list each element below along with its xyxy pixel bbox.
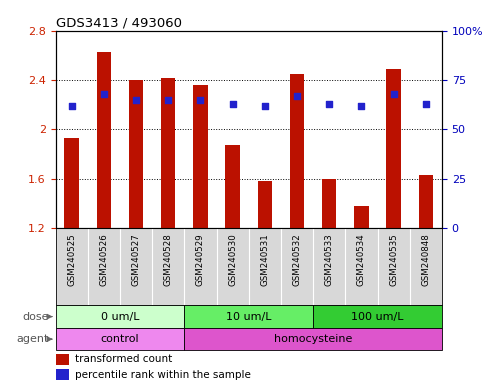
- Text: transformed count: transformed count: [75, 354, 172, 364]
- Text: GSM240532: GSM240532: [293, 233, 301, 286]
- Text: GSM240529: GSM240529: [196, 233, 205, 286]
- Text: GSM240525: GSM240525: [67, 233, 76, 286]
- Text: homocysteine: homocysteine: [274, 334, 352, 344]
- Text: GSM240531: GSM240531: [260, 233, 270, 286]
- Bar: [97, 52, 111, 228]
- Bar: [313, 305, 442, 328]
- Text: GSM240526: GSM240526: [99, 233, 108, 286]
- Text: GDS3413 / 493060: GDS3413 / 493060: [56, 17, 182, 30]
- Point: [293, 93, 301, 99]
- Point: [229, 101, 237, 107]
- Point: [164, 97, 172, 103]
- Bar: [129, 80, 143, 228]
- Text: percentile rank within the sample: percentile rank within the sample: [75, 370, 251, 380]
- Text: GSM240534: GSM240534: [357, 233, 366, 286]
- Point: [357, 103, 365, 109]
- Bar: [419, 175, 433, 228]
- Bar: [290, 74, 304, 228]
- Text: dose: dose: [23, 311, 49, 321]
- Text: GSM240530: GSM240530: [228, 233, 237, 286]
- Bar: [56, 369, 69, 381]
- Bar: [185, 305, 313, 328]
- Bar: [56, 328, 185, 350]
- Bar: [257, 181, 272, 228]
- Bar: [193, 85, 208, 228]
- Bar: [161, 78, 175, 228]
- Point: [68, 103, 75, 109]
- Point: [422, 101, 430, 107]
- Text: GSM240527: GSM240527: [131, 233, 141, 286]
- Bar: [56, 354, 69, 365]
- Point: [197, 97, 204, 103]
- Text: control: control: [100, 334, 139, 344]
- Bar: [354, 206, 369, 228]
- Bar: [226, 145, 240, 228]
- Point: [326, 101, 333, 107]
- Point: [132, 97, 140, 103]
- Bar: [185, 328, 442, 350]
- Bar: [64, 138, 79, 228]
- Text: 100 um/L: 100 um/L: [351, 311, 404, 321]
- Text: 10 um/L: 10 um/L: [226, 311, 271, 321]
- Text: GSM240535: GSM240535: [389, 233, 398, 286]
- Text: 0 um/L: 0 um/L: [100, 311, 139, 321]
- Text: agent: agent: [17, 334, 49, 344]
- Point: [100, 91, 108, 97]
- Text: GSM240528: GSM240528: [164, 233, 173, 286]
- Text: GSM240533: GSM240533: [325, 233, 334, 286]
- Bar: [386, 69, 401, 228]
- Bar: [322, 179, 337, 228]
- Point: [261, 103, 269, 109]
- Bar: [56, 305, 185, 328]
- Text: GSM240848: GSM240848: [421, 233, 430, 286]
- Point: [390, 91, 398, 97]
